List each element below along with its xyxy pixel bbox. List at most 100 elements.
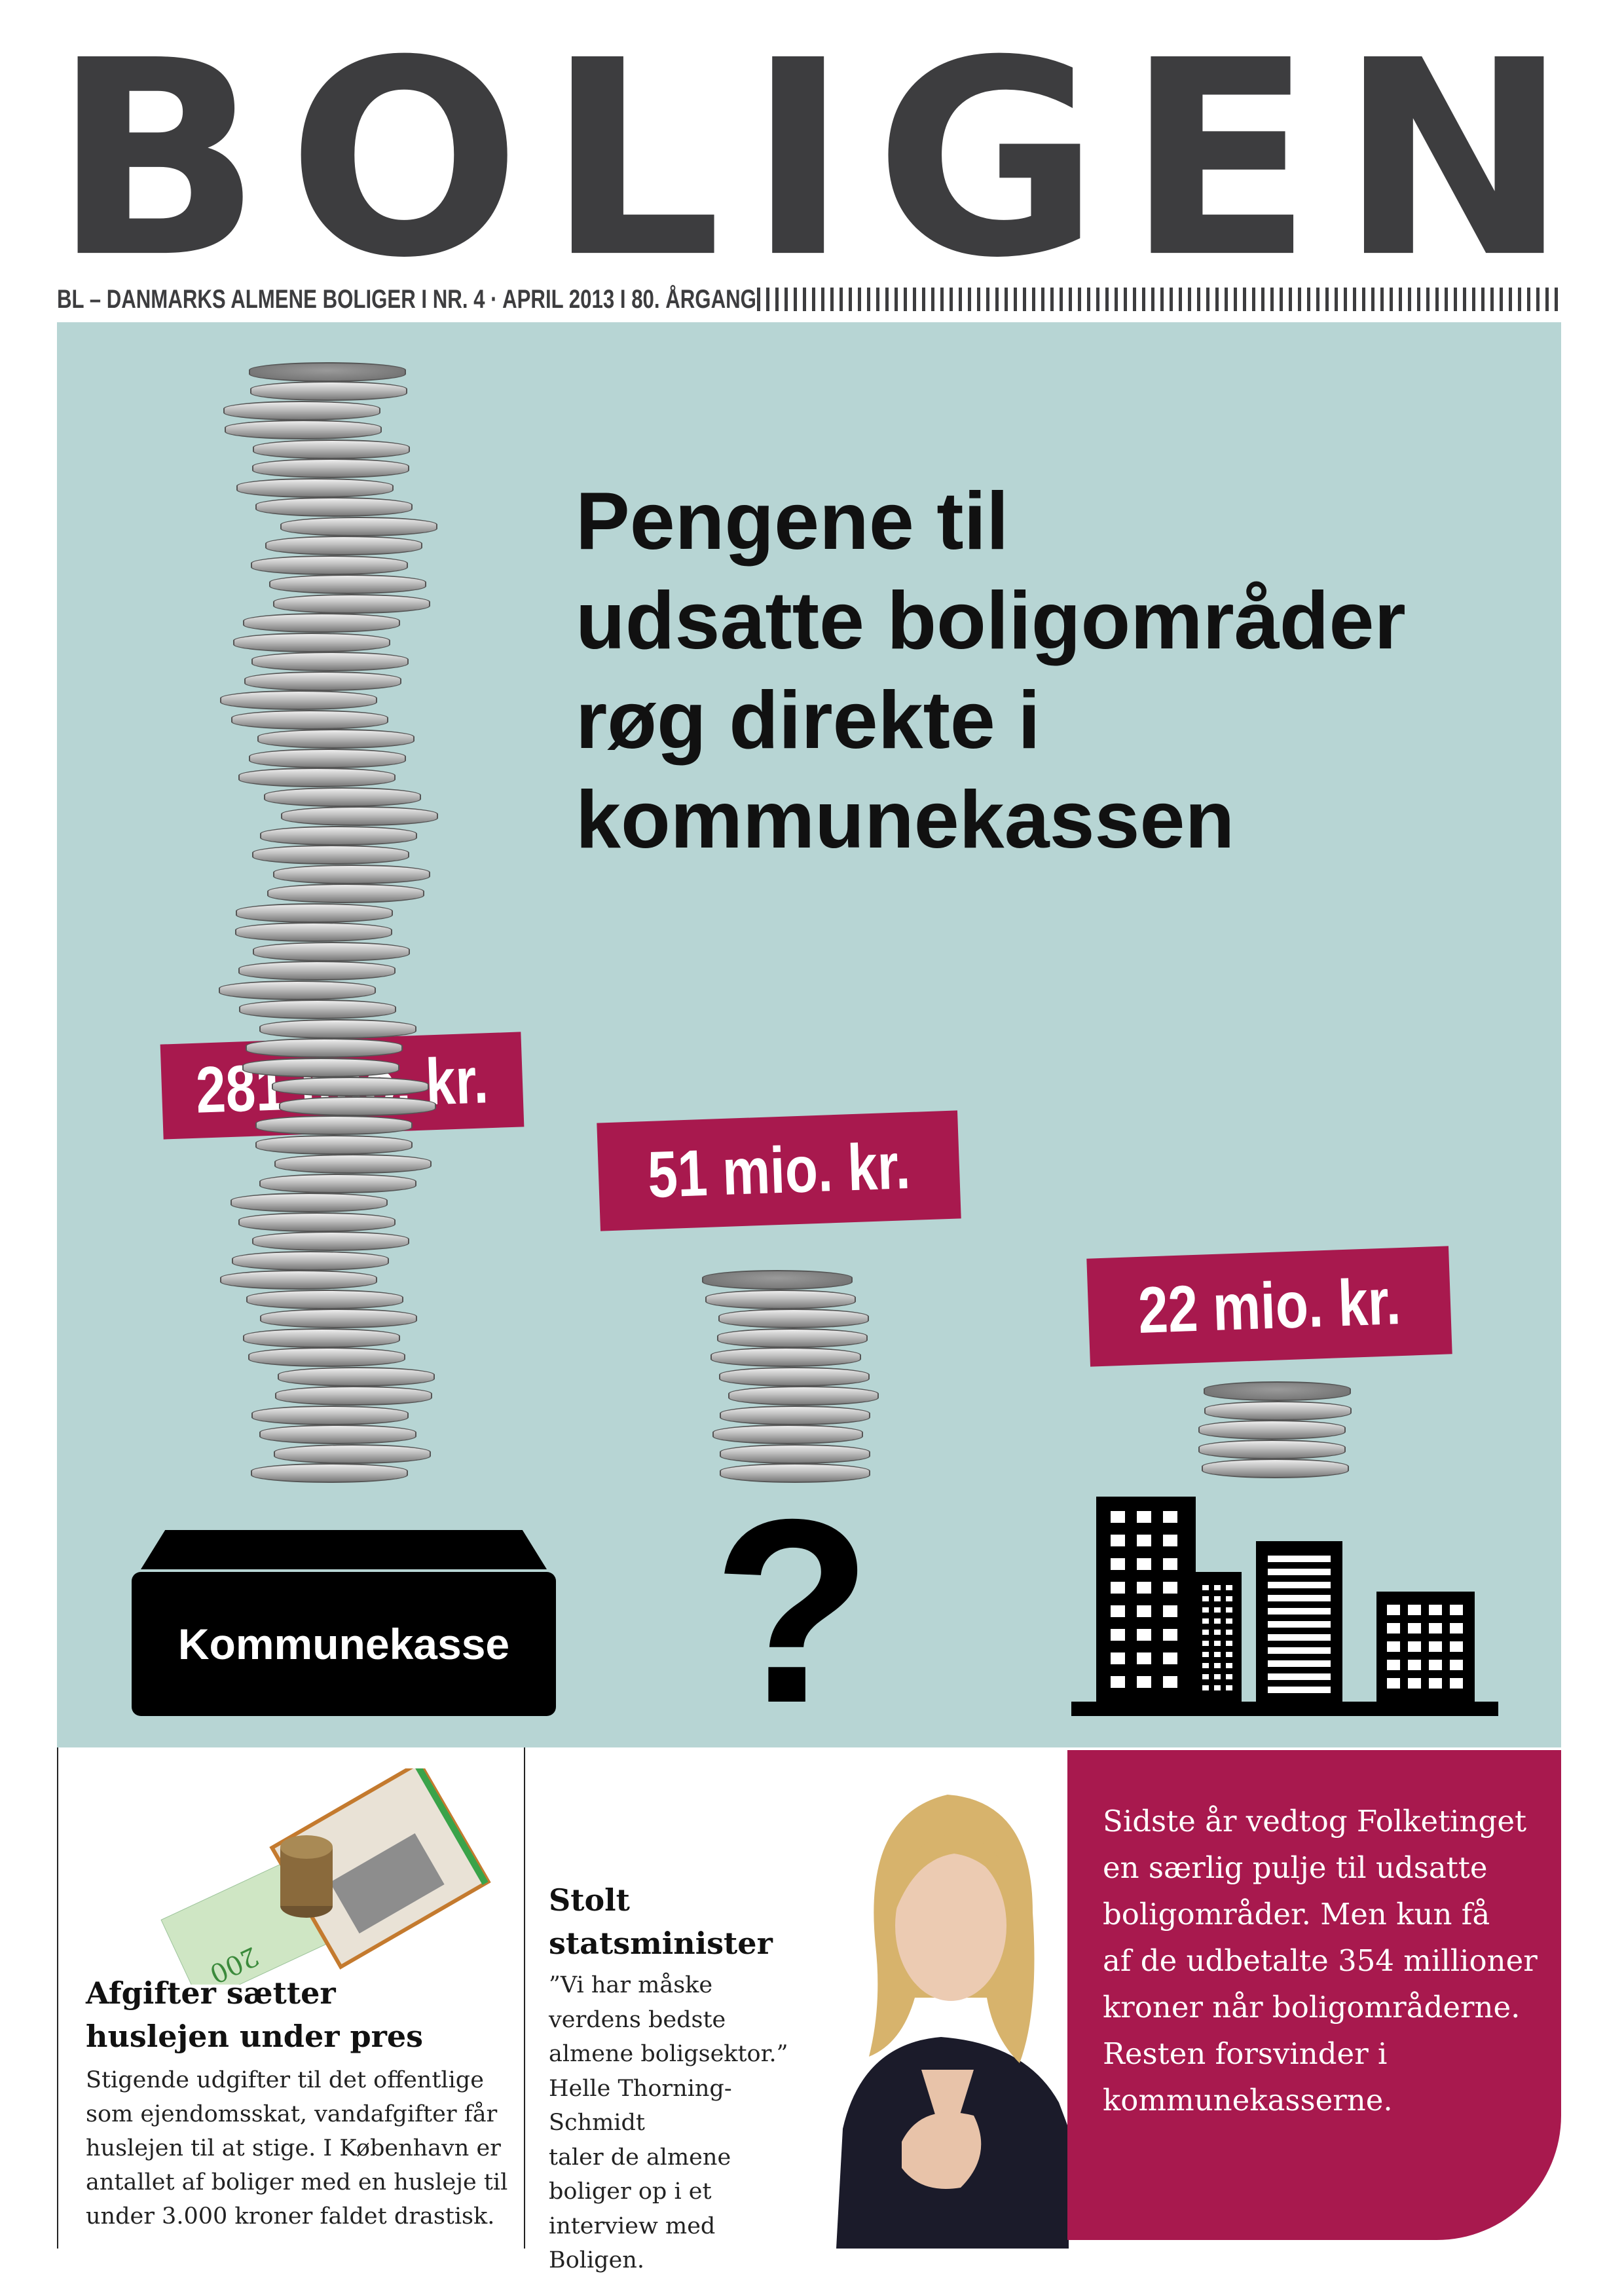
coin bbox=[219, 690, 377, 710]
coin bbox=[1198, 1439, 1346, 1459]
window bbox=[1268, 1569, 1331, 1575]
money-photo: 200 bbox=[160, 1768, 491, 1985]
coin bbox=[249, 381, 407, 401]
coin bbox=[273, 593, 431, 614]
coin bbox=[728, 1386, 879, 1406]
window bbox=[1268, 1556, 1331, 1562]
coin bbox=[251, 1463, 408, 1483]
article-heading[interactable]: Stolt statsminister bbox=[549, 1878, 824, 1965]
body-line: boliger op i et bbox=[549, 2178, 712, 2205]
body-line: almene boligsektor.” bbox=[549, 2041, 788, 2067]
coin bbox=[259, 1018, 417, 1039]
window bbox=[1226, 1663, 1232, 1668]
coin bbox=[719, 1366, 870, 1387]
body-line: Stigende udgifter til det offentlige bbox=[86, 2067, 484, 2093]
body-line: interview med bbox=[549, 2213, 716, 2239]
window bbox=[1111, 1676, 1125, 1688]
window bbox=[1137, 1558, 1151, 1570]
window bbox=[1429, 1605, 1442, 1615]
coin bbox=[251, 652, 409, 671]
window bbox=[1137, 1511, 1151, 1523]
masthead-letter: G bbox=[874, 3, 1101, 318]
window bbox=[1226, 1607, 1232, 1613]
window bbox=[1202, 1685, 1209, 1690]
masthead-title: B O L I G E N bbox=[52, 26, 1569, 295]
coin bbox=[255, 1134, 413, 1155]
window bbox=[1111, 1535, 1125, 1546]
window bbox=[1387, 1641, 1400, 1652]
window bbox=[1163, 1511, 1177, 1523]
window bbox=[1163, 1605, 1177, 1617]
window bbox=[1111, 1582, 1125, 1594]
coin bbox=[705, 1289, 856, 1309]
window bbox=[1268, 1673, 1331, 1680]
coin bbox=[251, 1405, 409, 1425]
window bbox=[1450, 1605, 1463, 1615]
heading-line: Afgifter sætter bbox=[86, 1975, 336, 2011]
cash-box-label: Kommunekasse bbox=[177, 1620, 510, 1668]
heading-line: statsminister bbox=[549, 1926, 773, 1961]
coin bbox=[248, 1347, 405, 1367]
article-heading[interactable]: Afgifter sætter huslejen under pres bbox=[86, 1971, 505, 2058]
coin bbox=[236, 903, 394, 923]
coin bbox=[1204, 1381, 1352, 1401]
promo-line: en særlig pulje til udsatte bbox=[1103, 1850, 1488, 1885]
window bbox=[1111, 1629, 1125, 1641]
window bbox=[1202, 1674, 1209, 1679]
body-line: huslejen til at stige. I København er bbox=[86, 2135, 501, 2161]
window bbox=[1202, 1652, 1209, 1657]
window bbox=[1214, 1674, 1221, 1679]
window bbox=[1214, 1652, 1221, 1657]
window bbox=[1268, 1582, 1331, 1588]
window bbox=[1137, 1676, 1151, 1688]
window bbox=[1202, 1630, 1209, 1635]
window bbox=[1214, 1641, 1221, 1646]
window bbox=[1226, 1585, 1232, 1590]
window bbox=[1214, 1596, 1221, 1601]
window bbox=[1202, 1585, 1209, 1590]
window bbox=[1163, 1535, 1177, 1546]
coin bbox=[717, 1328, 868, 1348]
coin bbox=[234, 922, 392, 942]
window bbox=[1429, 1641, 1442, 1652]
promo-line: boligområder. Men kun få bbox=[1103, 1897, 1490, 1932]
window bbox=[1387, 1605, 1400, 1615]
window bbox=[1111, 1652, 1125, 1664]
window bbox=[1163, 1558, 1177, 1570]
cover-headline: Pengene til udsatte boligområder røg dir… bbox=[576, 472, 1525, 870]
window bbox=[1163, 1676, 1177, 1688]
coin bbox=[701, 1270, 853, 1290]
window bbox=[1387, 1660, 1400, 1670]
promo-text: Sidste år vedtog Folketinget en særlig p… bbox=[1103, 1798, 1548, 2123]
window bbox=[1268, 1647, 1331, 1654]
coin bbox=[225, 420, 382, 439]
body-line: Helle Thorning-Schmidt bbox=[549, 2075, 732, 2137]
coin bbox=[251, 458, 409, 478]
coin bbox=[260, 1309, 418, 1328]
window bbox=[1226, 1630, 1232, 1635]
coin bbox=[255, 1115, 413, 1135]
coin bbox=[1198, 1420, 1346, 1440]
coin bbox=[272, 864, 430, 884]
coin bbox=[274, 1154, 432, 1174]
coin bbox=[248, 748, 406, 768]
heading-line: Stolt bbox=[549, 1882, 630, 1918]
headline-line: kommunekassen bbox=[576, 775, 1235, 865]
heading-line: huslejen under pres bbox=[86, 2019, 424, 2054]
coin bbox=[280, 516, 437, 536]
window bbox=[1408, 1623, 1421, 1634]
column-rule bbox=[57, 1747, 58, 2249]
coin bbox=[232, 632, 390, 652]
window bbox=[1387, 1623, 1400, 1634]
window bbox=[1202, 1663, 1209, 1668]
coin bbox=[1202, 1459, 1350, 1478]
window bbox=[1268, 1634, 1331, 1641]
window bbox=[1408, 1605, 1421, 1615]
coin bbox=[231, 709, 389, 730]
article-teaser: Stigende udgifter til det offentlige som… bbox=[86, 2063, 518, 2233]
amount-text: 22 mio. kr. bbox=[1137, 1265, 1402, 1347]
window bbox=[1163, 1629, 1177, 1641]
window bbox=[1429, 1678, 1442, 1689]
headline-line: røg direkte i bbox=[576, 675, 1041, 766]
coin bbox=[242, 1328, 400, 1348]
